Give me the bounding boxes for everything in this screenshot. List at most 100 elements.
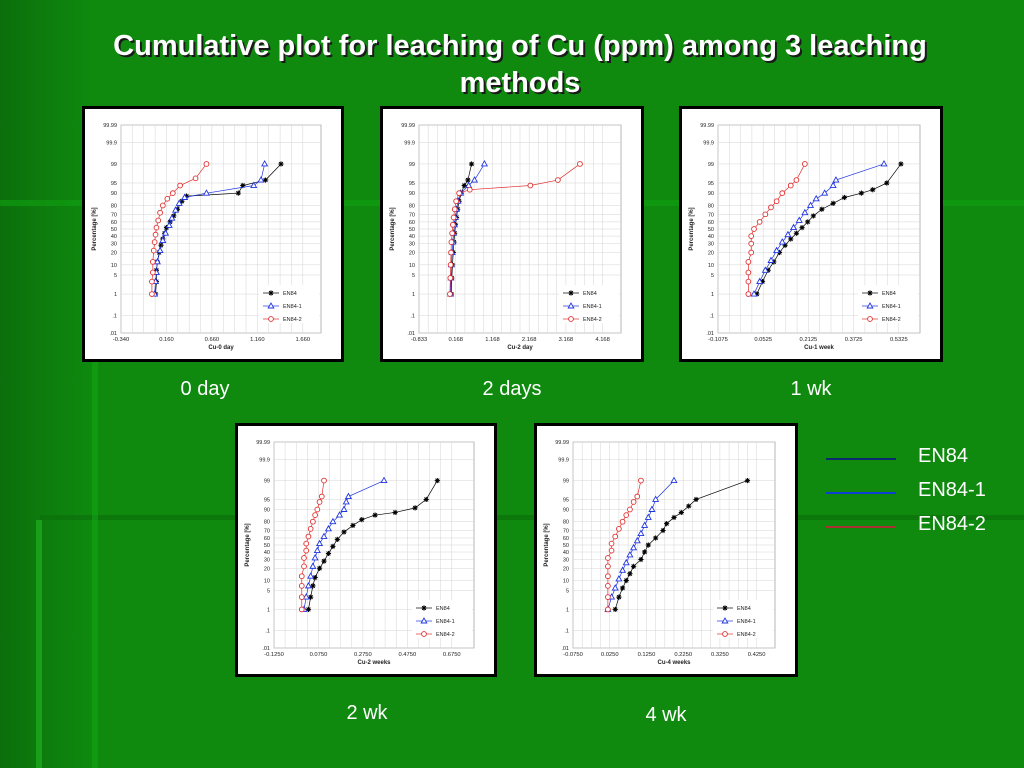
data-point-triangle [311,554,319,561]
data-point-circle [310,518,316,525]
data-point-star [686,503,692,509]
data-point-circle [612,533,619,540]
data-point-triangle [880,160,888,167]
y-tick-label: 90 [708,191,714,197]
data-point-circle [608,540,615,547]
y-tick-label: 5 [412,273,415,279]
data-point-star [325,550,332,557]
inner-legend-label: EN84-2 [737,632,756,638]
y-tick-label: 95 [264,497,270,503]
data-point-circle [634,493,641,500]
y-axis-label: Percentage [%] [689,207,695,250]
data-point-triangle [267,302,275,309]
data-point-circle [318,493,325,500]
data-point-star [841,194,848,201]
data-point-triangle [307,572,315,579]
inner-legend-label: EN84-2 [583,317,602,323]
y-tick-label: 70 [264,528,270,534]
data-point-circle [619,518,626,525]
x-tick-label: 0.5325 [890,337,908,343]
x-tick-label: 0.3725 [845,337,863,343]
data-point-circle [298,594,305,600]
data-point-circle [305,533,312,540]
background-stripe [36,520,42,768]
data-point-triangle [622,558,630,566]
data-point-circle [153,224,160,231]
data-point-star [167,219,173,225]
y-tick-label: .01 [262,646,270,652]
y-tick-label: 30 [264,558,270,564]
data-point-triangle [750,290,758,297]
data-point-triangle [648,505,656,512]
data-point-triangle [866,302,874,309]
data-point-triangle [480,160,489,167]
data-point-triangle [470,176,479,183]
x-tick-label: -0.1075 [708,337,728,343]
y-tick-label: 99 [264,479,270,485]
x-axis-label: Cu-1 week [804,345,834,351]
chart-panel-2wk: .01 .1 1 5 10 20 30 40 50 60 70 80 90 95 99 99.9 99.99 -0… [235,423,497,677]
data-point-circle [793,177,800,183]
inner-legend-label: EN84 [283,291,297,297]
y-tick-label: 40 [111,234,117,240]
data-point-triangle [324,524,333,532]
y-tick-label: 99 [409,162,415,168]
data-point-circle [605,555,611,561]
y-tick-label: 50 [264,543,270,549]
legend-label: EN84 [918,445,969,467]
y-tick-label: 20 [563,566,569,572]
data-point-triangle [304,581,313,589]
y-tick-label: 20 [708,251,714,257]
y-tick-label: 60 [409,220,415,226]
data-point-star [316,565,323,571]
data-point-triangle [806,201,815,208]
data-point-triangle [335,511,344,518]
data-point-triangle [801,208,809,216]
x-axis-label: Cu-2 weeks [357,660,391,666]
y-tick-label: 60 [111,220,117,226]
data-point-star [664,521,670,527]
data-point-triangle [309,562,317,569]
y-tick-label: 10 [563,578,569,584]
data-point-triangle [257,176,265,183]
y-tick-label: 30 [409,242,415,248]
y-tick-label: 40 [708,234,714,240]
data-point-triangle [767,256,775,263]
y-tick-label: 99 [111,162,117,168]
data-point-star [268,290,274,296]
data-point-triangle [784,230,792,238]
data-point-triangle [344,492,353,499]
y-tick-label: 80 [264,520,270,526]
data-point-star [782,242,788,248]
data-point-star [158,242,164,248]
data-point-circle [623,512,630,518]
data-point-star [671,514,677,521]
y-tick-label: .1 [709,313,714,319]
data-point-circle [748,249,755,256]
data-point-circle [722,631,728,637]
y-tick-label: .01 [109,331,117,337]
data-point-circle [421,631,427,637]
data-point-star [321,558,327,564]
series-line [303,480,385,610]
inner-legend-label: EN84 [882,291,896,297]
data-point-circle [605,573,611,580]
data-point-circle [779,190,786,197]
data-point-star [308,594,314,600]
slide-title: Cumulative plot for leaching of Cu (ppm)… [113,30,927,99]
series-line [301,480,325,610]
data-point-star [434,477,440,484]
data-point-star [465,177,471,183]
data-point-star [262,177,269,183]
data-point-circle [449,230,455,237]
y-tick-label: 10 [264,578,270,584]
y-tick-label: 70 [563,528,569,534]
data-point-circle [314,506,321,513]
data-point-triangle [626,551,634,558]
y-tick-label: 60 [708,220,714,226]
background-stripe [40,515,1024,520]
data-point-star [468,161,475,167]
x-tick-label: 0.4750 [398,652,416,658]
data-point-circle [555,177,561,183]
data-point-triangle [829,181,837,188]
